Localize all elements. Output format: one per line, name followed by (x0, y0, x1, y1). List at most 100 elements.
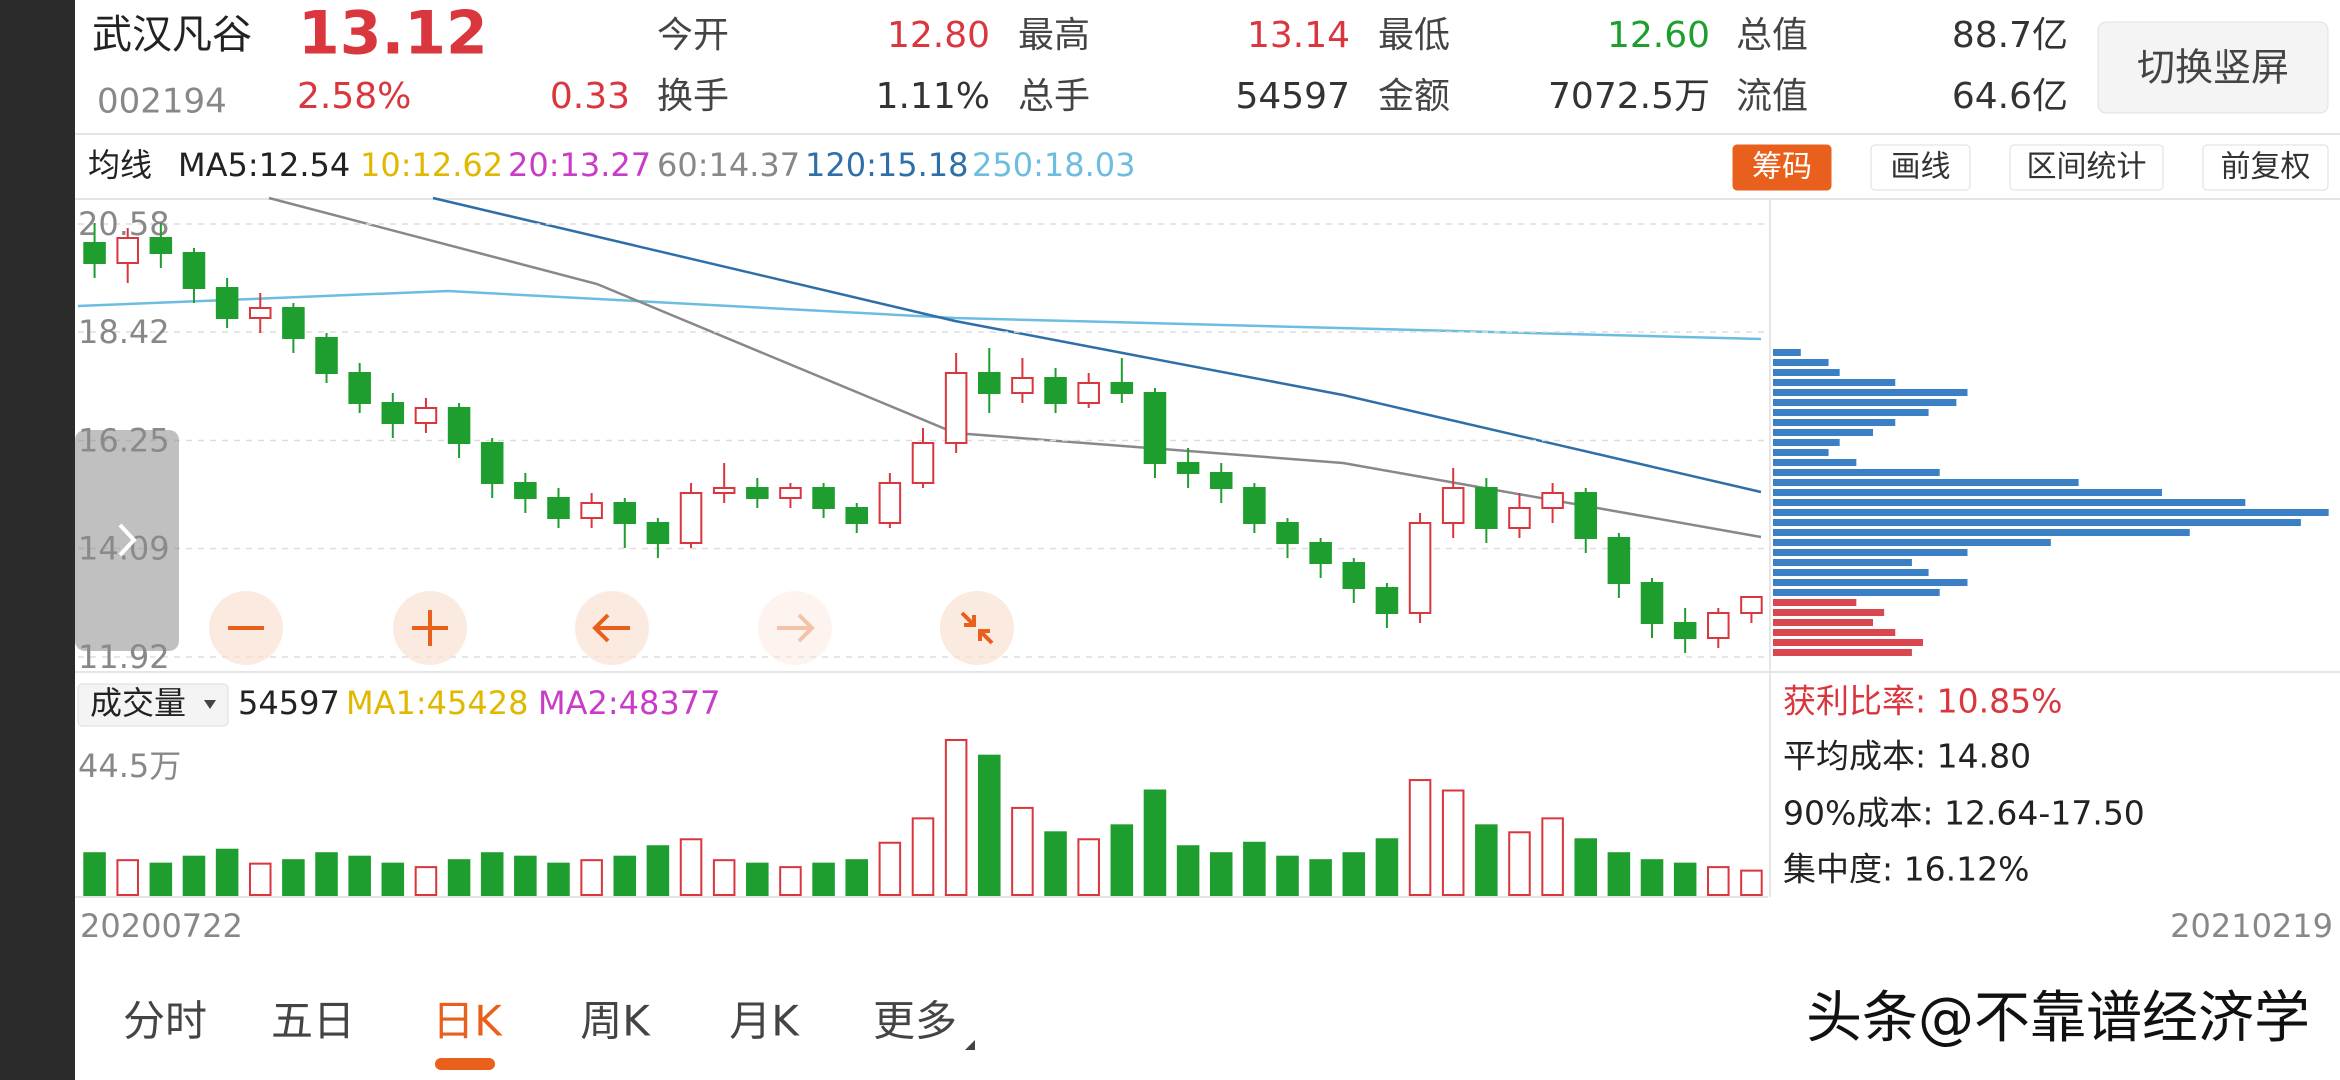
field-label: 总手 (1018, 76, 1090, 117)
candle-body (613, 502, 637, 524)
collapse-button[interactable] (940, 591, 1014, 665)
candle-body (83, 242, 106, 264)
candle-body (580, 502, 603, 519)
candle-body (1011, 377, 1034, 394)
chip-bar (1773, 519, 2301, 526)
candle-body (746, 487, 769, 499)
candle-body (1640, 582, 1664, 624)
chevron-icon (118, 523, 137, 557)
field-value: 1.11% (876, 76, 990, 117)
chip-bar (1773, 569, 1929, 576)
tool-button-label: 区间统计 (2027, 150, 2147, 185)
stock-name: 武汉凡谷 (92, 12, 252, 58)
chip-bar (1773, 399, 1957, 406)
ma-value: 60:14.37 (657, 146, 800, 184)
tool-button[interactable] (2202, 144, 2329, 191)
candle-body (1475, 487, 1498, 529)
candle-body (1607, 537, 1631, 584)
zoom-out-button[interactable] (209, 591, 283, 665)
chip-stat: 90%成本: 12.64-17.50 (1783, 794, 2145, 833)
volume-bar (1541, 817, 1564, 896)
volume-bar (282, 859, 305, 896)
chip-stat: 平均成本: 14.80 (1783, 737, 2031, 776)
chip-bar (1773, 379, 1896, 386)
chip-bar (1773, 449, 1829, 456)
chip-bar (1773, 559, 1912, 566)
period-tab[interactable]: 日K (432, 997, 503, 1046)
candle-body (1143, 392, 1167, 464)
period-tab[interactable]: 更多 (873, 997, 957, 1046)
candle-body (1541, 492, 1564, 509)
tool-button[interactable] (1732, 144, 1832, 191)
volume-bar (812, 862, 835, 896)
chip-bar (1773, 509, 2329, 516)
volume-bar (911, 817, 935, 896)
volume-selector[interactable] (77, 683, 229, 727)
period-tab[interactable]: 月K (729, 997, 800, 1046)
candle-body (480, 442, 504, 484)
chip-bar (1773, 409, 1929, 416)
watermark: 头条@不靠谱经济学 (1806, 986, 2310, 1051)
chip-bar (1773, 599, 1857, 606)
volume-bar (679, 838, 703, 896)
chip-bar (1773, 629, 1896, 636)
tool-button[interactable] (2009, 144, 2164, 191)
volume-bar (646, 845, 670, 897)
volume-bar (1640, 859, 1664, 896)
chip-bar (1773, 609, 1885, 616)
field-value: 54597 (1235, 76, 1350, 117)
volume-bar (315, 852, 338, 897)
candle-body (315, 337, 338, 374)
zoom-in-button[interactable] (393, 591, 467, 665)
chip-bar (1773, 539, 2051, 546)
candle-body (182, 252, 206, 289)
volume-bar (1044, 831, 1067, 896)
ma-value: MA5:12.54 (178, 146, 350, 184)
volume-bar (845, 859, 868, 896)
candle-body (1441, 487, 1465, 524)
tool-button[interactable] (1870, 144, 1971, 191)
volume-bar (1176, 845, 1200, 897)
volume-bar (1243, 841, 1266, 896)
period-tab[interactable]: 周K (580, 997, 651, 1046)
period-tab[interactable]: 分时 (123, 997, 207, 1046)
candle-body (1740, 596, 1763, 614)
volume-bar (480, 852, 504, 897)
end-date: 20210219 (2170, 907, 2333, 945)
candle-body (116, 237, 139, 264)
volume-bar (1375, 838, 1399, 896)
field-value: 12.60 (1607, 15, 1710, 56)
field-label: 今开 (657, 15, 729, 56)
candle-body (1044, 377, 1067, 404)
ma-value: 20:13.27 (508, 146, 651, 184)
chip-bar (1773, 549, 1968, 556)
candle-body (215, 287, 239, 319)
field-value: 88.7亿 (1952, 15, 2068, 56)
side-handle[interactable] (75, 430, 179, 651)
volume-bar (712, 859, 736, 896)
candle-body (348, 372, 371, 404)
volume-bar (1508, 831, 1531, 896)
volume-bar (149, 862, 173, 896)
candle-body (1574, 492, 1598, 539)
candle-body (1276, 522, 1299, 544)
chip-bar (1773, 369, 1840, 376)
ma-value: 10:12.62 (360, 146, 503, 184)
volume-bar (1740, 869, 1763, 897)
candle-body (1077, 382, 1100, 404)
volume-bar (1475, 824, 1498, 897)
period-tab[interactable]: 五日 (271, 997, 355, 1046)
left-button[interactable] (575, 591, 649, 665)
chip-bar (1773, 489, 2162, 496)
candle-body (911, 442, 935, 484)
field-value: 13.14 (1247, 15, 1350, 56)
candle-body (1673, 622, 1697, 639)
orientation-button[interactable] (2097, 21, 2329, 114)
more-icon (965, 1040, 975, 1050)
candle-body (812, 487, 835, 509)
stock-code: 002194 (97, 82, 227, 122)
right-button[interactable] (758, 591, 832, 665)
chip-bar (1773, 529, 2190, 536)
change-pct: 2.58% (297, 76, 411, 117)
candle-body (381, 402, 405, 424)
